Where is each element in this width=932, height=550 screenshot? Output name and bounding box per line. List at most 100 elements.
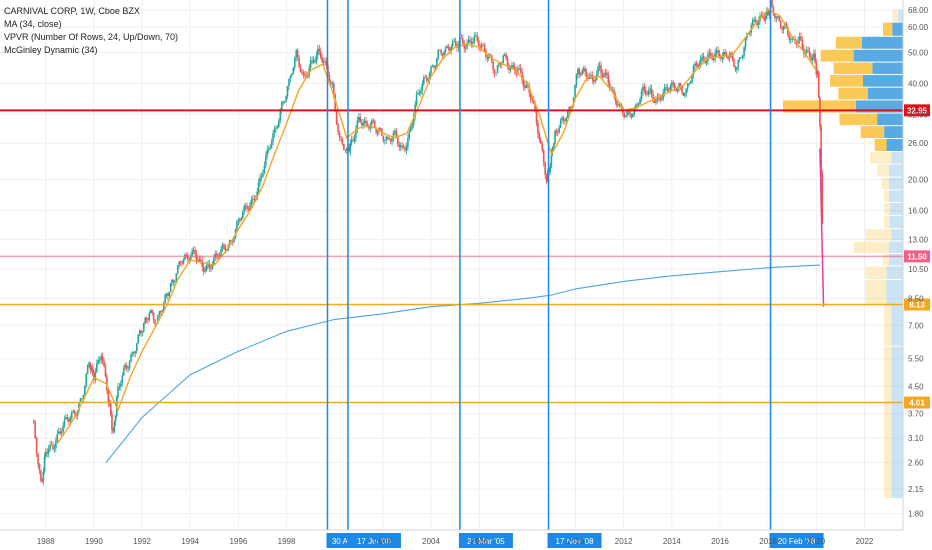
candle-body	[626, 111, 628, 116]
candle-body	[97, 360, 100, 364]
candle-body	[469, 39, 471, 42]
candle-body	[72, 411, 75, 413]
candle-body	[276, 126, 279, 128]
candle-body	[503, 54, 506, 56]
candle-body	[540, 139, 542, 144]
x-tick-label: 1996	[229, 537, 247, 546]
candle-body	[88, 362, 90, 366]
legend-mcginley[interactable]: McGinley Dynamic (34)	[4, 45, 98, 55]
candle-body	[194, 249, 196, 254]
candle-body	[534, 103, 536, 111]
candle-body	[340, 136, 342, 139]
candle-body	[363, 120, 366, 123]
candle-body	[236, 221, 238, 230]
candle-body	[98, 359, 101, 361]
candle-body	[639, 99, 641, 105]
candle-body	[653, 101, 656, 103]
legend-ma[interactable]: MA (34, close)	[4, 19, 62, 29]
candle-body	[569, 106, 572, 109]
candle-body	[142, 323, 145, 332]
volume-profile-bar-up	[865, 229, 892, 241]
candle-body	[285, 95, 287, 102]
candle-body	[756, 23, 758, 26]
indicator-lines	[57, 8, 820, 463]
candle-body	[293, 57, 296, 68]
candle-body	[233, 238, 235, 242]
candle-body	[562, 117, 565, 120]
candle-body	[382, 135, 385, 141]
candle-body	[375, 127, 377, 133]
volume-profile-bar-down	[853, 49, 903, 62]
y-tick-label: 10.50	[908, 265, 929, 274]
candle-body	[224, 245, 227, 251]
candle-body	[751, 19, 754, 26]
legend-vpvr[interactable]: VPVR (Number Of Rows, 24, Up/Down, 70)	[4, 32, 179, 42]
volume-profile-bar-down	[861, 36, 903, 49]
candle-body	[341, 138, 344, 145]
candle-body	[402, 147, 405, 149]
candle-body	[373, 120, 376, 128]
candle-body	[204, 270, 206, 272]
candle-body	[231, 240, 234, 242]
candle-body	[118, 386, 121, 388]
volume-profile-bar-down	[891, 152, 903, 164]
candle-body	[741, 55, 744, 58]
candle-body	[108, 402, 111, 405]
candle-body	[174, 280, 176, 283]
candle-body	[162, 303, 165, 311]
candle-body	[244, 205, 247, 207]
x-tick-label: 2020	[807, 537, 825, 546]
x-tick-label: 2018	[759, 537, 777, 546]
candle-body	[460, 37, 463, 39]
candle-body	[172, 279, 175, 283]
candle-body	[65, 417, 67, 419]
volume-profile-bar-up	[884, 346, 892, 499]
candle-body	[157, 314, 159, 324]
grid	[0, 0, 903, 530]
candle-body	[365, 120, 367, 124]
candle-body	[607, 74, 610, 84]
candle-body	[659, 97, 662, 101]
candle-body	[724, 52, 727, 55]
candle-body	[446, 46, 448, 48]
candle-body	[355, 129, 357, 139]
candle-body	[379, 127, 382, 129]
y-tick-label: 2.15	[908, 485, 924, 494]
x-tick-label: 2006	[470, 537, 488, 546]
candle-body	[94, 371, 97, 380]
candle-body	[486, 57, 489, 59]
candle-body	[76, 410, 79, 416]
candle-body	[519, 68, 522, 72]
candle-body	[433, 65, 435, 68]
candle-body	[685, 88, 688, 93]
candle-body	[256, 191, 258, 200]
candle-body	[73, 411, 76, 415]
candle-body	[805, 50, 808, 54]
price-level-tag	[904, 298, 930, 311]
candle-body	[240, 218, 243, 221]
candle-body	[483, 45, 486, 51]
candle-body	[492, 61, 494, 70]
candle-body	[243, 206, 245, 213]
candle-body	[645, 89, 647, 95]
candle-body	[701, 56, 703, 59]
chart-title[interactable]: CARNIVAL CORP, 1W, Cboe BZX	[4, 6, 140, 16]
candle-body	[774, 14, 776, 19]
volume-profile-bar-up	[830, 75, 863, 87]
candle-body	[778, 16, 781, 21]
candle-body	[370, 120, 373, 125]
candle-body	[138, 330, 141, 335]
x-tick-label: 2022	[856, 537, 874, 546]
candle-body	[678, 83, 680, 88]
candle-body	[476, 35, 479, 41]
candle-body	[130, 354, 132, 362]
candle-body	[179, 261, 182, 263]
candle-body	[660, 98, 663, 101]
candle-body	[107, 390, 110, 403]
y-tick-label: 60.00	[908, 23, 929, 32]
candle-body	[820, 126, 822, 174]
candle-body	[357, 116, 360, 121]
candle-body	[252, 198, 254, 200]
